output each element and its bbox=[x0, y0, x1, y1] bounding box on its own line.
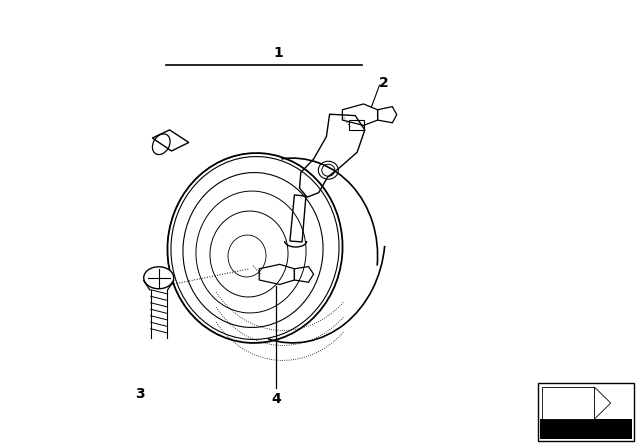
Text: 1: 1 bbox=[273, 46, 284, 60]
Text: 4: 4 bbox=[271, 392, 282, 406]
Ellipse shape bbox=[144, 267, 173, 289]
Polygon shape bbox=[595, 387, 611, 419]
Bar bbox=[540, 419, 632, 439]
Text: 2: 2 bbox=[379, 76, 389, 90]
Text: 00123916: 00123916 bbox=[562, 429, 609, 439]
Bar bbox=[538, 383, 634, 441]
Bar bbox=[541, 387, 595, 419]
Text: 3: 3 bbox=[134, 387, 145, 401]
